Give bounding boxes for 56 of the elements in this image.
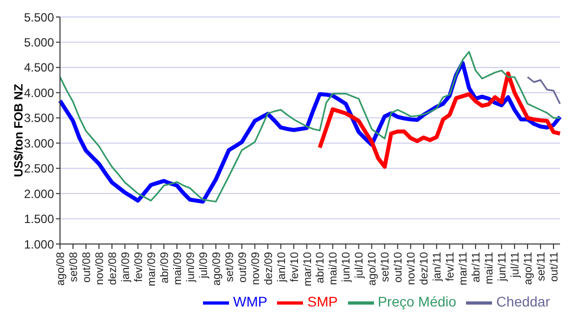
x-tick-label: jun/10 xyxy=(340,252,353,283)
x-tick-label: jun/11 xyxy=(496,252,509,282)
x-tick-label: jan/11 xyxy=(432,252,444,282)
x-tick-label: dez/10 xyxy=(418,252,431,286)
x-tick-label: set/09 xyxy=(224,252,236,282)
line-series xyxy=(318,72,562,169)
y-tick-label: 2.500 xyxy=(24,162,54,176)
x-tick-label: nov/09 xyxy=(250,252,262,286)
y-tick-label: 1.000 xyxy=(24,237,54,252)
x-tick-label: set/10 xyxy=(380,252,392,282)
y-tick-label: 3.500 xyxy=(24,111,54,126)
x-tick-label: set/08 xyxy=(68,252,80,282)
x-tick-label: ago/09 xyxy=(210,252,223,286)
x-tick-label: nov/08 xyxy=(94,252,106,286)
x-tick-label: mar/09 xyxy=(146,252,158,286)
x-tick-label: ago/11 xyxy=(522,252,535,285)
x-tick-label: ago/08 xyxy=(55,252,67,286)
x-tick-label: jul/09 xyxy=(198,252,210,280)
line-series xyxy=(526,76,561,105)
y-tick-label: 4.000 xyxy=(24,86,54,100)
y-tick-label: 2.000 xyxy=(24,186,54,201)
y-tick-label: 3.000 xyxy=(24,136,54,150)
x-tick-label: nov/10 xyxy=(406,252,418,286)
x-tick-label: fev/09 xyxy=(132,252,145,282)
x-tick-label: dez/08 xyxy=(106,252,119,286)
x-tick-label: fev/11 xyxy=(444,252,457,282)
legend-label: SMP xyxy=(307,294,338,310)
y-tick-label: 4.500 xyxy=(24,60,54,75)
x-tick-label: mar/10 xyxy=(302,252,314,286)
y-tick-label: 5.500 xyxy=(24,10,54,24)
x-tick-label: ago/10 xyxy=(366,252,379,286)
x-tick-label: dez/09 xyxy=(262,252,275,286)
x-tick-label: abr/09 xyxy=(158,252,171,284)
x-tick-label: jul/10 xyxy=(354,252,366,280)
x-tick-label: out/10 xyxy=(392,252,405,283)
x-tick-label: fev/10 xyxy=(288,252,301,282)
x-tick-label: jan/09 xyxy=(120,252,132,283)
x-tick-label: out/08 xyxy=(80,252,93,283)
legend-label: Cheddar xyxy=(496,294,550,310)
x-tick-label: abr/10 xyxy=(314,252,327,284)
x-tick-label: jul/11 xyxy=(510,252,522,278)
x-tick-label: jun/09 xyxy=(184,252,197,283)
x-tick-label: mai/10 xyxy=(328,252,340,286)
y-tick-label: 5.000 xyxy=(24,35,54,50)
y-axis-title: US$/ton FOB NZ xyxy=(11,84,26,178)
x-tick-label: out/09 xyxy=(236,252,249,283)
x-tick-label: mai/09 xyxy=(172,252,184,286)
x-tick-label: mar/11 xyxy=(458,252,470,286)
x-tick-label: jan/10 xyxy=(276,252,288,283)
x-tick-label: out/11 xyxy=(548,252,561,282)
x-tick-label: abr/11 xyxy=(470,252,483,282)
x-tick-label: mai/11 xyxy=(484,252,496,284)
legend-label: Preço Médio xyxy=(378,294,456,310)
y-tick-label: 1.500 xyxy=(24,212,54,226)
x-tick-label: set/11 xyxy=(536,252,548,282)
legend-label: WMP xyxy=(233,294,268,310)
